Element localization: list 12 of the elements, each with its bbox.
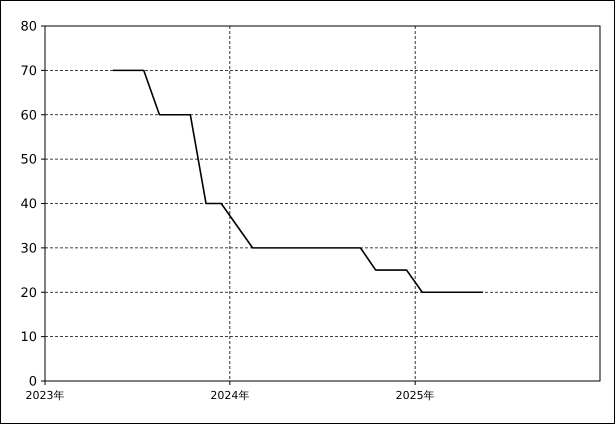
x-tick-label: 2024年 bbox=[210, 389, 250, 402]
y-tick-label: 40 bbox=[20, 197, 37, 212]
y-tick-label: 20 bbox=[20, 286, 37, 301]
y-tick-label: 50 bbox=[20, 152, 37, 168]
y-tick-label: 70 bbox=[20, 64, 37, 79]
y-tick-label: 60 bbox=[20, 108, 37, 124]
y-tick-label: 80 bbox=[20, 20, 37, 35]
y-tick-label: 30 bbox=[20, 241, 37, 256]
x-tick-label: 2023年 bbox=[26, 389, 64, 402]
y-tick-label: 0 bbox=[28, 374, 37, 390]
y-tick-label: 10 bbox=[20, 330, 37, 346]
x-tick-label: 2025年 bbox=[396, 389, 435, 402]
